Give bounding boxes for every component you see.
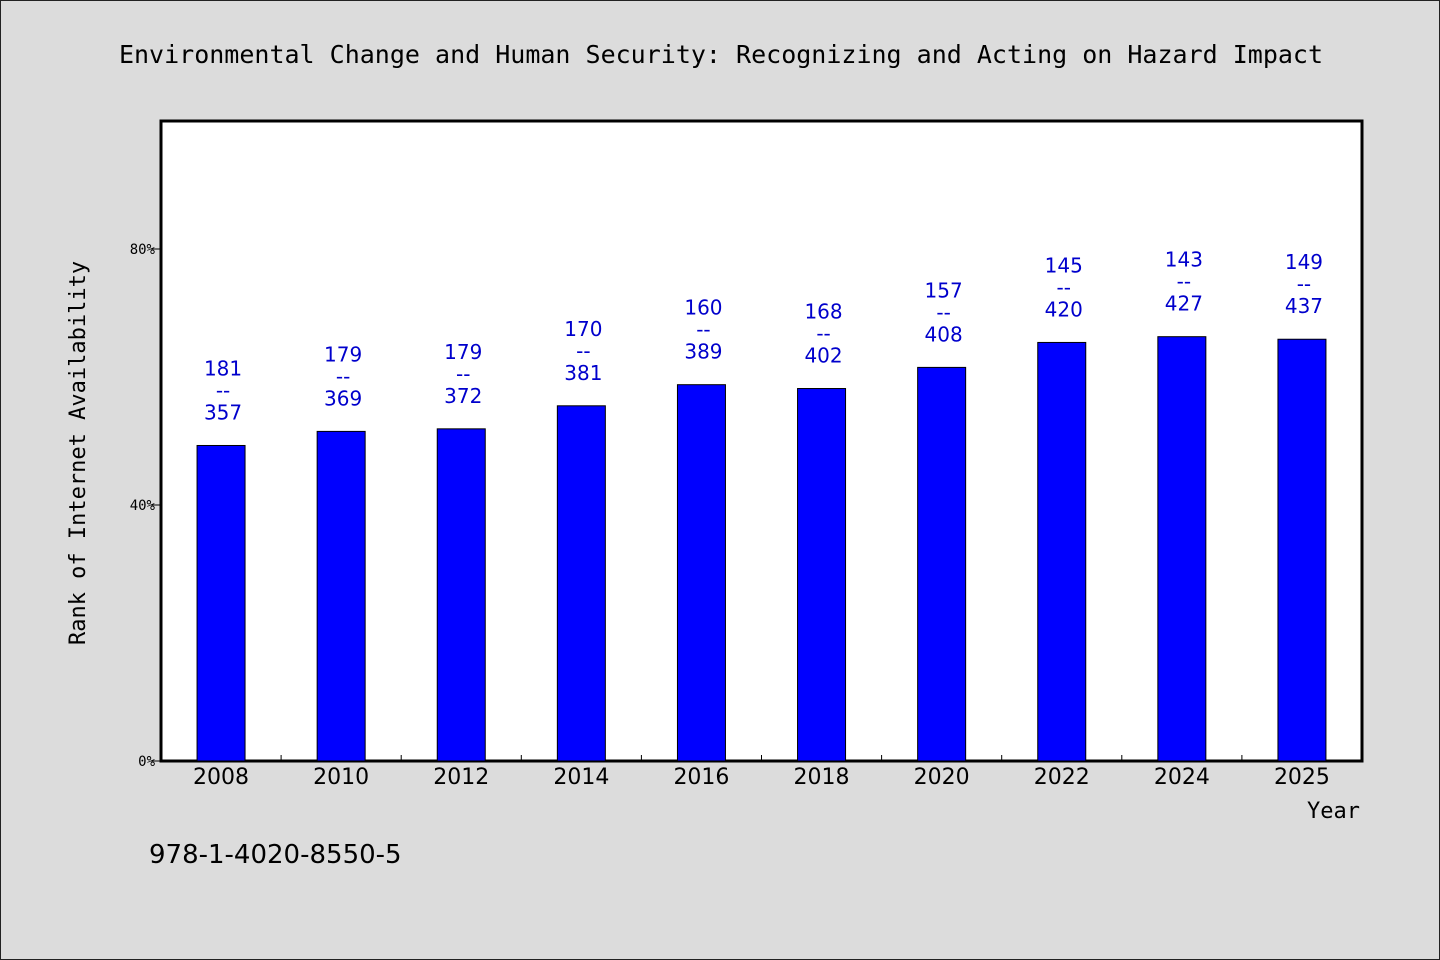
data-label-2025-total: 437 <box>1285 294 1323 318</box>
data-label-2022-rank: 145 <box>1045 253 1083 277</box>
y-tick-label-40: 40% <box>130 498 156 514</box>
data-label-2025-rank: 149 <box>1285 250 1323 274</box>
bar-2012 <box>436 428 486 762</box>
x-axis: 2008 2010 2012 2014 2016 2018 2020 2022 2024 2025 <box>193 755 1330 790</box>
x-tick-label-2016: 2016 <box>673 765 729 790</box>
x-tick-label-2010: 2010 <box>313 765 369 790</box>
data-label-2008-separator: -- <box>216 378 230 402</box>
x-tick-label-2012: 2012 <box>433 765 489 790</box>
data-label-2024-total: 427 <box>1165 292 1203 316</box>
bar-2025 <box>1277 338 1327 762</box>
y-axis: 0% 40% 80% <box>130 242 161 770</box>
x-tick-label-2008: 2008 <box>193 765 249 790</box>
x-axis-label: Year <box>1307 799 1360 824</box>
data-label-2014-total: 381 <box>564 361 602 385</box>
data-label-2014-rank: 170 <box>564 317 602 341</box>
bar-2016 <box>676 384 726 762</box>
x-tick-label-2014: 2014 <box>553 765 609 790</box>
data-label-2024-rank: 143 <box>1165 248 1203 272</box>
data-labels-layer: 181--357179--369179--372170--381160--389… <box>204 248 1323 425</box>
data-label-2018-separator: -- <box>816 322 830 346</box>
data-label-2022-total: 420 <box>1045 297 1083 321</box>
x-tick-label-2024: 2024 <box>1154 765 1210 790</box>
bar-2024 <box>1157 336 1207 762</box>
y-axis-label: Rank of Internet Availability <box>66 261 91 645</box>
bar-2018 <box>797 388 847 762</box>
data-label-2014-separator: -- <box>576 339 590 363</box>
data-label-2010-total: 369 <box>324 386 362 410</box>
x-tick-label-2025: 2025 <box>1274 765 1330 790</box>
bar-2020 <box>917 366 967 762</box>
data-label-2008-rank: 181 <box>204 356 242 380</box>
data-label-2018-rank: 168 <box>804 300 842 324</box>
data-label-2025-separator: -- <box>1297 272 1311 296</box>
bars-layer <box>196 336 1327 762</box>
y-tick-label-80: 80% <box>130 242 156 258</box>
x-tick-label-2018: 2018 <box>794 765 850 790</box>
data-label-2024-separator: -- <box>1177 270 1191 294</box>
data-label-2012-separator: -- <box>456 362 470 386</box>
bar-2022 <box>1037 341 1087 762</box>
data-label-2010-separator: -- <box>336 364 350 388</box>
data-label-2020-total: 408 <box>925 322 963 346</box>
data-label-2018-total: 402 <box>804 344 842 368</box>
data-label-2012-rank: 179 <box>444 340 482 364</box>
bar-2008 <box>196 444 246 762</box>
data-label-2016-rank: 160 <box>684 296 722 320</box>
data-label-2010-rank: 179 <box>324 342 362 366</box>
data-label-2020-separator: -- <box>936 300 950 324</box>
data-label-2020-rank: 157 <box>925 278 963 302</box>
data-label-2022-separator: -- <box>1057 275 1071 299</box>
x-tick-label-2020: 2020 <box>914 765 970 790</box>
data-label-2012-total: 372 <box>444 384 482 408</box>
chart-title: Environmental Change and Human Security:… <box>119 40 1323 69</box>
data-label-2008-total: 357 <box>204 400 242 424</box>
y-tick-label-0: 0% <box>138 754 155 770</box>
x-tick-label-2022: 2022 <box>1034 765 1090 790</box>
bar-2010 <box>316 430 366 762</box>
data-label-2016-total: 389 <box>684 340 722 364</box>
isbn-footer: 978-1-4020-8550-5 <box>149 840 402 870</box>
data-label-2016-separator: -- <box>696 318 710 342</box>
bar-2014 <box>556 405 606 762</box>
